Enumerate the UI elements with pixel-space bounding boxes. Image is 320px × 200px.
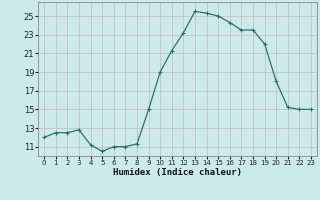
- X-axis label: Humidex (Indice chaleur): Humidex (Indice chaleur): [113, 168, 242, 177]
